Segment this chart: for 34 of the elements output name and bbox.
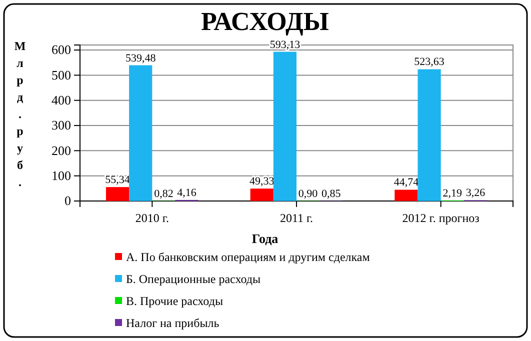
bar (106, 187, 130, 201)
data-label: 523,63 (414, 56, 445, 68)
data-label: 4,16 (177, 186, 197, 199)
x-axis-title: Года (252, 231, 279, 246)
bar (273, 52, 296, 201)
data-label: 593,13 (270, 38, 301, 51)
y-tick-label: 500 (52, 67, 71, 82)
data-label: 2,19 (442, 187, 463, 200)
y-tick-label: 200 (52, 142, 71, 158)
data-label: 0,85 (322, 188, 342, 200)
data-label: 44,74 (394, 176, 420, 189)
bar (250, 188, 274, 201)
bar (129, 65, 152, 201)
data-label: 0,90 (298, 188, 318, 200)
x-tick-label: 2011 г. (280, 211, 314, 225)
x-tick-label: 2010 г. (135, 211, 169, 225)
data-label: 49,33 (249, 176, 275, 188)
y-tick-label: 300 (52, 118, 71, 133)
data-label: 539,48 (125, 52, 156, 64)
y-tick-label: 400 (52, 92, 71, 108)
bar (394, 190, 418, 201)
legend-label: А. По банковским операциям и другим сделкам (126, 250, 370, 264)
y-tick-label: 600 (52, 42, 71, 58)
x-tick-label: 2012 г. прогноз (402, 211, 480, 225)
data-label: 3,26 (466, 187, 486, 200)
y-tick-label: 0 (64, 193, 71, 208)
y-tick-label: 100 (52, 168, 71, 183)
legend-label: В. Прочие расходы (126, 294, 224, 308)
text: Млрд.руб. (14, 39, 26, 189)
data-label: 0,82 (154, 188, 174, 200)
bar (418, 69, 441, 201)
legend-label: Налог на прибыль (126, 316, 220, 330)
legend-label: Б. Операционные расходы (126, 272, 261, 286)
chart-title: РАСХОДЫ (201, 7, 330, 36)
